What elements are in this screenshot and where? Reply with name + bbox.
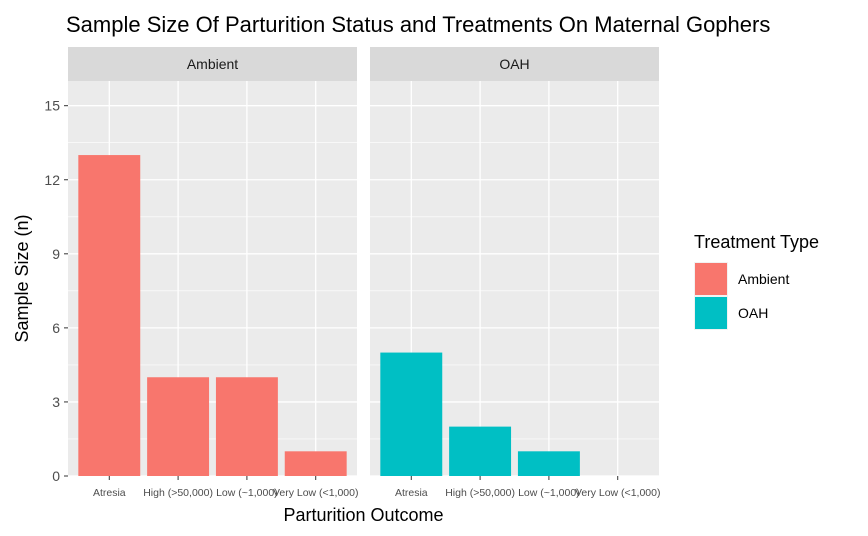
y-tick-label: 15 bbox=[44, 98, 60, 114]
legend-items: Ambient OAH bbox=[694, 262, 789, 330]
legend-label: OAH bbox=[738, 305, 768, 321]
x-tick-label: Low (~1,000) bbox=[216, 487, 278, 499]
facet-strip bbox=[68, 47, 357, 81]
x-axis-title: Parturition Outcome bbox=[283, 505, 443, 525]
y-axis-ticks: 0 3 6 9 12 15 bbox=[44, 98, 68, 484]
bar-ambient-1 bbox=[147, 377, 210, 476]
x-tick-label: Atresia bbox=[395, 487, 428, 499]
bar-ambient-2 bbox=[215, 377, 278, 476]
y-tick-label: 9 bbox=[52, 246, 60, 262]
x-tick-label: Very Low (<1,000) bbox=[273, 487, 359, 499]
facet-strip-label: Ambient bbox=[187, 56, 238, 72]
chart-title: Sample Size Of Parturition Status and Tr… bbox=[66, 12, 770, 37]
x-tick-label: High (>50,000) bbox=[143, 487, 213, 499]
legend-item-ambient: Ambient bbox=[694, 262, 789, 296]
bar-oah-1 bbox=[449, 426, 512, 476]
x-tick-label: High (>50,000) bbox=[445, 487, 515, 499]
bar-oah-2 bbox=[517, 451, 580, 476]
legend-item-oah: OAH bbox=[694, 296, 768, 330]
legend-label: Ambient bbox=[738, 271, 789, 287]
y-tick-label: 6 bbox=[52, 320, 60, 336]
facet-strip-label: OAH bbox=[499, 56, 529, 72]
facet-panel-ambient: Ambient Atresia High (>50,000) Low (~1,000)… bbox=[68, 47, 358, 499]
legend-swatch bbox=[695, 297, 727, 329]
legend: Treatment Type Ambient OAH bbox=[694, 232, 819, 330]
y-axis-title: Sample Size (n) bbox=[12, 214, 32, 342]
facet-panel-oah: OAH Atresia High (>50,000) Low (~1,000)Very… bbox=[370, 47, 660, 499]
y-tick-label: 12 bbox=[44, 172, 60, 188]
x-tick-label: Very Low (<1,000) bbox=[575, 487, 661, 499]
x-tick-label: Atresia bbox=[93, 487, 126, 499]
y-tick-label: 3 bbox=[52, 394, 60, 410]
y-tick-label: 0 bbox=[52, 468, 60, 484]
bar-oah-0 bbox=[380, 352, 443, 476]
legend-swatch bbox=[695, 263, 727, 295]
x-tick-label: Low (~1,000) bbox=[518, 487, 580, 499]
facet-strip bbox=[370, 47, 659, 81]
bar-ambient-0 bbox=[78, 155, 141, 476]
legend-title: Treatment Type bbox=[694, 232, 819, 252]
bar-ambient-3 bbox=[284, 451, 347, 476]
